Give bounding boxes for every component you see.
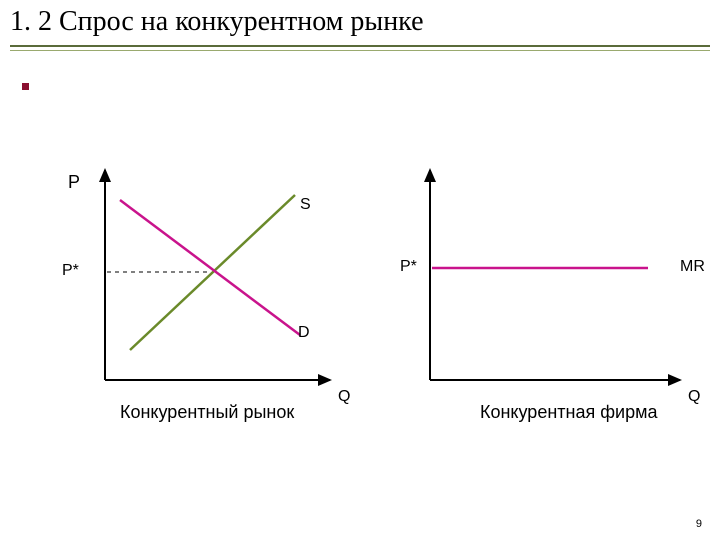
- axis-label-Q-right: Q: [688, 388, 700, 406]
- firm-chart: P* MR Q Конкурентная фирма: [0, 0, 720, 540]
- label-Pstar-right: P*: [400, 258, 417, 276]
- page-number: 9: [696, 518, 702, 530]
- label-MR: MR: [680, 258, 705, 276]
- firm-chart-svg: [0, 0, 720, 540]
- caption-firm: Конкурентная фирма: [480, 402, 657, 423]
